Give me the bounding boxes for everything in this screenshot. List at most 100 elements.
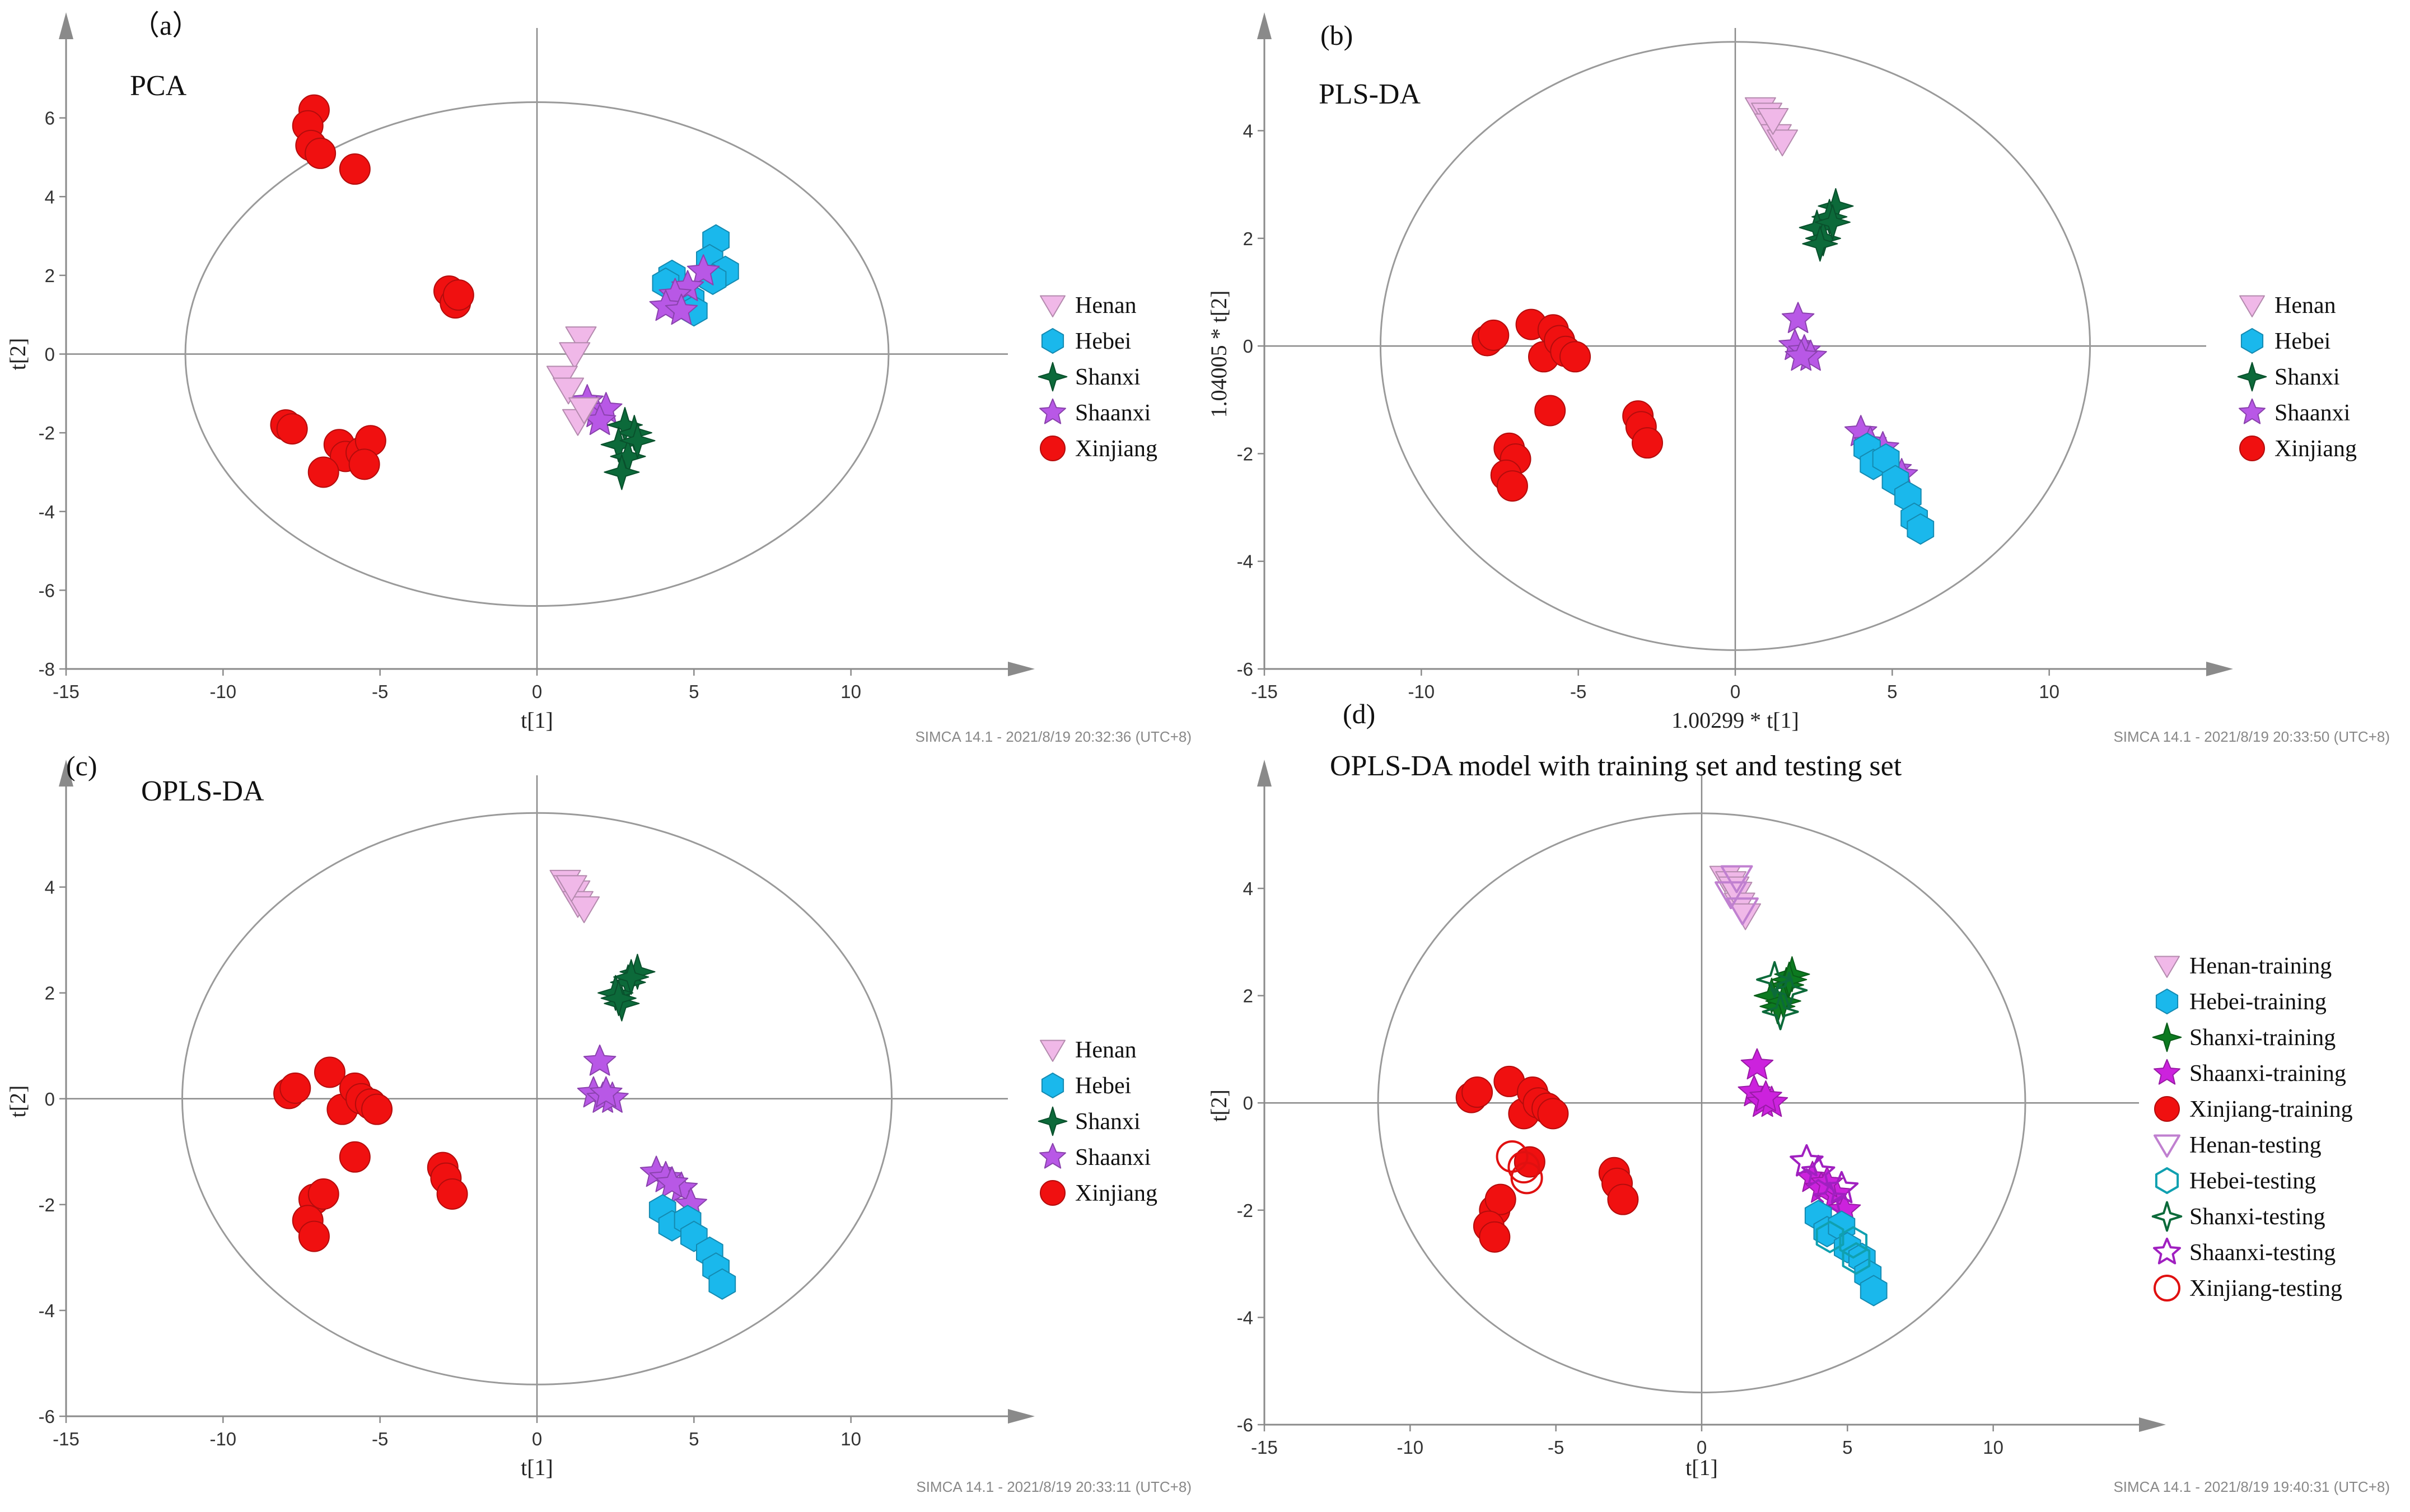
point-hebei-training <box>1860 1275 1888 1307</box>
y-tick-label: -4 <box>39 502 55 522</box>
x-tick-label: -5 <box>372 1429 388 1449</box>
point-xinjiang-testing <box>1507 1151 1540 1184</box>
x-tick-label: 5 <box>689 1429 699 1449</box>
point-xinjiang <box>442 279 474 311</box>
x-tick-label: -5 <box>372 681 388 702</box>
legend-marker <box>1040 1040 1066 1062</box>
x-tick-label: -10 <box>209 681 236 702</box>
y-axis-title: 1.04005 * t[2] <box>1206 291 1231 418</box>
x-axis-title: t[1] <box>521 708 553 733</box>
legend-marker <box>2151 1201 2183 1232</box>
point-xinjiang-training <box>1607 1183 1639 1215</box>
legend: Henan Hebei Shanxi Shaanxi Xinjiang <box>2237 293 2357 462</box>
point-xinjiang <box>307 456 339 488</box>
point-shanxi-testing <box>1762 993 1799 1031</box>
point-xinjiang <box>339 1141 371 1173</box>
y-axis-title: t[2] <box>5 338 30 371</box>
y-tick-label: 4 <box>1243 878 1253 899</box>
point-hebei-testing <box>1839 1226 1868 1259</box>
legend-marker <box>2240 328 2264 354</box>
point-xinjiang <box>436 1178 468 1210</box>
legend-label: Shanxi <box>2274 364 2340 390</box>
x-axis-arrow <box>1008 662 1035 676</box>
point-shanxi <box>600 980 637 1017</box>
point-xinjiang <box>348 448 380 480</box>
point-xinjiang <box>305 137 337 169</box>
legend-marker <box>1039 398 1066 424</box>
panel-a: -15 -10 -5 0 5 10 -8 -6 -4 -2 0 2 4 6 t[1] t[2] （a） PCA SI… <box>5 10 1192 745</box>
panel-letter: （a） <box>132 10 200 41</box>
panel-title: OPLS-DA model with training set and test… <box>1330 750 1902 782</box>
point-shaanxi <box>590 1076 623 1108</box>
legend-label: Henan-training <box>2189 953 2332 979</box>
point-xinjiang <box>276 413 308 445</box>
point-xinjiang-testing <box>1510 1162 1543 1195</box>
legend-label: Shanxi-testing <box>2189 1204 2325 1230</box>
software-timestamp: SIMCA 14.1 - 2021/8/19 20:33:50 (UTC+8) <box>2113 728 2390 745</box>
data-points <box>1455 865 1888 1307</box>
legend-label: Shanxi-training <box>2189 1025 2336 1051</box>
point-henan <box>555 875 587 902</box>
hotelling-ellipse <box>1377 812 2026 1394</box>
y-axis-title: t[2] <box>1206 1089 1231 1122</box>
point-henan <box>568 896 600 924</box>
point-xinjiang-training <box>1484 1183 1516 1215</box>
legend-label: Xinjiang <box>2274 436 2357 462</box>
legend-marker <box>1039 1143 1066 1169</box>
point-shanxi <box>619 423 656 459</box>
legend-label: Hebei-training <box>2189 989 2327 1015</box>
point-xinjiang <box>1559 341 1591 373</box>
legend-label: Shaanxi-training <box>2189 1061 2346 1087</box>
legend-label: Shaanxi <box>2274 400 2350 426</box>
legend-label: Shaanxi <box>1075 1145 1151 1171</box>
legend: Henan-training Hebei-training Shanxi-train… <box>2151 953 2353 1302</box>
point-henan <box>1767 129 1799 157</box>
y-tick-label: 4 <box>45 877 55 898</box>
data-points <box>273 869 736 1300</box>
legend-marker <box>2153 1237 2181 1265</box>
legend-label: Henan <box>2274 293 2336 319</box>
panel-letter: (d) <box>1343 698 1375 729</box>
y-tick-label: -6 <box>39 580 55 601</box>
point-xinjiang-training <box>1461 1076 1493 1108</box>
legend-label: Henan-testing <box>2189 1132 2322 1158</box>
x-tick-label: -15 <box>1251 681 1278 702</box>
point-xinjiang <box>1478 319 1510 351</box>
y-tick-label: -2 <box>1237 443 1253 464</box>
y-tick-label: 6 <box>45 108 55 129</box>
legend-marker <box>1040 436 1066 461</box>
hotelling-ellipse <box>181 812 893 1385</box>
legend-label: Shaanxi-testing <box>2189 1240 2336 1266</box>
point-shaanxi <box>655 1166 689 1198</box>
legend-marker <box>1040 1180 1066 1206</box>
point-shaanxi-training <box>1740 1048 1774 1080</box>
y-tick-label: 2 <box>45 265 55 286</box>
x-tick-label: -5 <box>1548 1437 1564 1458</box>
legend-label: Xinjiang <box>1075 1181 1157 1206</box>
x-axis-arrow <box>2139 1417 2166 1432</box>
point-henan <box>1757 108 1789 135</box>
legend-marker <box>1040 295 1066 317</box>
panel-title: OPLS-DA <box>141 775 264 807</box>
panel-letter: (b) <box>1320 20 1353 51</box>
point-henan-testing <box>1720 865 1753 893</box>
legend-marker <box>1038 1106 1068 1136</box>
point-shaanxi <box>665 293 698 325</box>
y-tick-label: 2 <box>45 983 55 1004</box>
x-tick-label: -5 <box>1570 681 1586 702</box>
legend-label: Xinjiang-testing <box>2189 1276 2342 1302</box>
legend-marker <box>2239 398 2266 424</box>
legend-marker <box>2155 989 2179 1014</box>
legend-marker <box>2154 1096 2180 1122</box>
x-tick-label: 0 <box>1730 681 1740 702</box>
point-xinjiang-training <box>1479 1221 1511 1253</box>
legend-label: Shanxi <box>1075 364 1141 390</box>
y-tick-label: -4 <box>1237 551 1253 572</box>
x-tick-label: 0 <box>532 681 542 702</box>
x-tick-label: 5 <box>1887 681 1897 702</box>
data-points <box>1472 97 1935 545</box>
legend-marker <box>2154 956 2180 978</box>
point-henan <box>553 377 585 405</box>
point-henan-training <box>1730 903 1762 930</box>
